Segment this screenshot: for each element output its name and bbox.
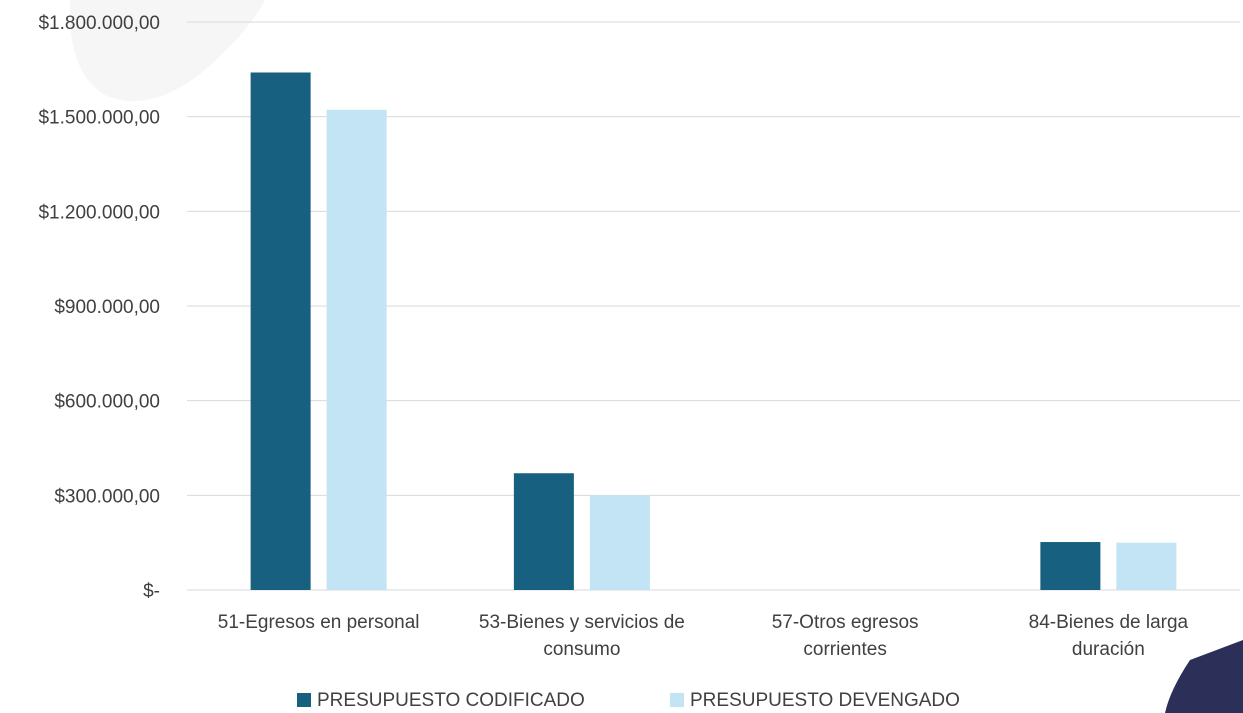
bar-codificado-1 [513,473,574,590]
x-axis-category-labels: 51-Egresos en personal 53-Bienes y servic… [218,612,1189,660]
y-tick-label: $1.500.000,00 [38,108,160,129]
legend-swatch [297,693,311,707]
y-axis-tick-labels: $- $300.000,00 $600.000,00 $900.000,00 $1.20… [38,13,160,602]
bar-codificado-3 [1040,542,1101,590]
legend-item-devengado: PRESUPUESTO DEVENGADO [670,690,960,711]
x-category-label: 84-Bienes de larga duración [1029,612,1189,660]
bar-codificado-0 [250,72,311,590]
x-category-label: 53-Bienes y servicios de consumo [479,612,685,660]
legend-item-codificado: PRESUPUESTO CODIFICADO [297,690,585,711]
legend: PRESUPUESTO CODIFICADO PRESUPUESTO DEVENG… [297,690,960,711]
x-category-label: 57-Otros egresos corrientes [772,612,919,660]
bars [250,72,1177,591]
legend-label: PRESUPUESTO CODIFICADO [317,690,585,711]
background-decor [70,0,1243,713]
legend-label: PRESUPUESTO DEVENGADO [690,690,960,711]
y-tick-label: $900.000,00 [54,297,160,318]
y-tick-label: $1.800.000,00 [38,13,160,34]
y-tick-label: $- [143,581,160,602]
y-tick-label: $600.000,00 [54,392,160,413]
bar-devengado-1 [589,495,650,590]
x-category-label: 51-Egresos en personal [218,612,420,633]
bar-devengado-3 [1116,542,1177,590]
y-tick-label: $300.000,00 [54,486,160,507]
corner-accent-shape [1165,640,1243,713]
bar-devengado-0 [326,109,387,591]
background-blob-shape [70,0,265,102]
legend-swatch [670,693,684,707]
y-tick-label: $1.200.000,00 [38,202,160,223]
